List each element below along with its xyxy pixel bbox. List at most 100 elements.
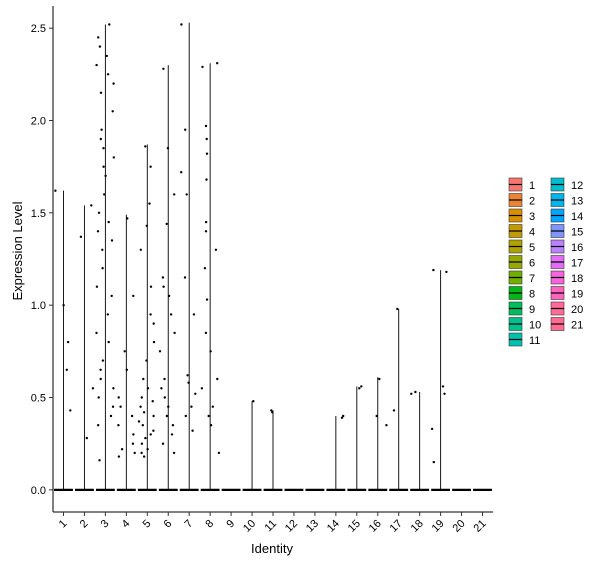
legend-item-10: 10 [508, 317, 541, 332]
legend-label: 14 [571, 211, 583, 223]
data-point [152, 322, 155, 325]
data-point [62, 304, 65, 307]
violin-16 [368, 377, 388, 491]
violin-14 [326, 414, 346, 491]
data-point [161, 276, 165, 279]
data-point [205, 152, 209, 155]
violin-3 [95, 23, 116, 491]
data-point [378, 377, 381, 381]
data-point [139, 248, 142, 251]
data-point [105, 54, 109, 58]
data-point [125, 368, 128, 371]
x-tick-label: 13 [304, 518, 321, 535]
data-point [430, 427, 434, 431]
data-point [375, 414, 378, 418]
data-point [101, 267, 104, 270]
x-tick-label: 19 [430, 518, 447, 535]
legend-label: 7 [529, 273, 535, 285]
data-point [90, 204, 93, 207]
data-point [145, 359, 148, 362]
data-point [167, 294, 171, 298]
legend-item-14: 14 [550, 208, 583, 223]
x-tick-label: 3 [99, 518, 112, 531]
violin-7 [179, 22, 199, 491]
x-tick-label: 18 [409, 518, 426, 535]
data-point [342, 414, 345, 418]
x-tick-label: 16 [367, 518, 384, 535]
y-tick-label: 1.5 [31, 208, 46, 220]
data-point [271, 411, 274, 414]
data-point [392, 409, 396, 412]
data-point [109, 414, 113, 418]
data-point [95, 285, 99, 288]
data-point [102, 165, 105, 168]
data-point [173, 193, 176, 196]
data-point [385, 424, 388, 427]
x-tick-label: 5 [141, 518, 154, 531]
legend-label: 6 [529, 258, 535, 270]
data-point [106, 73, 110, 76]
data-point [117, 396, 120, 399]
data-point [180, 171, 183, 174]
violin-19 [430, 268, 451, 491]
legend-item-3: 3 [508, 208, 535, 223]
data-point [162, 285, 165, 288]
data-point [133, 451, 136, 455]
data-point [132, 433, 135, 436]
violin-5 [137, 144, 157, 491]
x-tick-label: 7 [182, 518, 195, 531]
data-point [145, 224, 148, 227]
data-point [144, 145, 147, 148]
data-point [106, 313, 110, 316]
data-point [432, 460, 435, 464]
data-point [99, 377, 102, 381]
data-point [103, 193, 106, 196]
data-point [95, 63, 98, 67]
data-point [165, 414, 169, 418]
legend-label: 11 [529, 335, 540, 347]
data-point [110, 239, 114, 242]
data-point [158, 350, 162, 353]
legend-item-2: 2 [508, 193, 535, 208]
data-point [123, 350, 126, 353]
data-point [161, 442, 165, 445]
data-point [166, 147, 170, 150]
x-tick-label: 12 [283, 518, 300, 535]
legend-item-1: 1 [508, 177, 535, 192]
data-point [100, 128, 103, 131]
violin-18 [410, 390, 430, 491]
data-point [108, 23, 111, 26]
data-point [149, 433, 152, 436]
data-point [79, 235, 83, 238]
data-point [194, 392, 197, 395]
data-point [217, 451, 221, 455]
data-point [180, 23, 183, 26]
data-point [441, 385, 445, 388]
data-point [107, 220, 110, 224]
data-point [360, 385, 363, 388]
x-axis-title: Identity [251, 541, 293, 556]
data-point [162, 67, 165, 71]
data-point [205, 137, 208, 141]
x-tick-label: 6 [162, 518, 175, 531]
legend-label: 5 [529, 242, 535, 254]
data-point [126, 217, 129, 220]
legend-item-15: 15 [550, 224, 583, 239]
data-point [102, 147, 105, 150]
data-point [142, 411, 146, 414]
violin-8 [200, 62, 221, 491]
legend-item-5: 5 [508, 239, 535, 254]
y-axis: 0.0 0.5 1.0 1.5 2.0 2.5 [31, 6, 54, 512]
data-point [201, 65, 204, 69]
legend-label: 13 [571, 196, 583, 208]
data-point [140, 396, 143, 399]
data-point [54, 189, 57, 192]
x-tick-label: 2 [78, 518, 91, 531]
data-point [169, 313, 173, 316]
data-point [192, 313, 196, 316]
legend-label: 2 [529, 196, 535, 208]
legend-item-12: 12 [550, 177, 583, 192]
legend-label: 15 [571, 227, 583, 239]
data-point [146, 387, 150, 390]
data-point [107, 340, 110, 344]
